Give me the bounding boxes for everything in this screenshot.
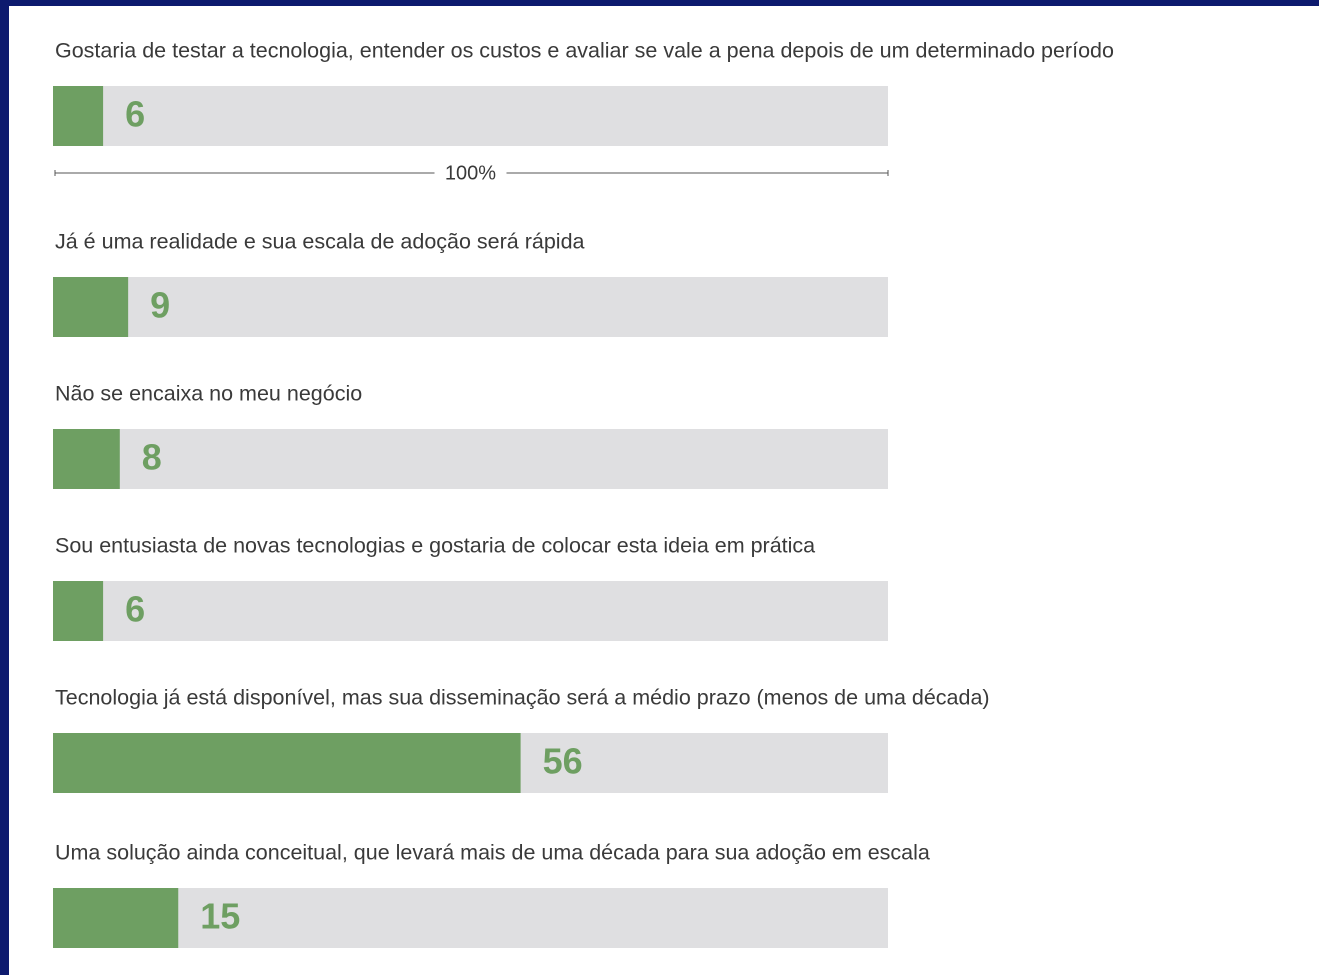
bar-track [53,277,888,337]
value-label: 9 [150,285,170,326]
bar-track [53,86,888,146]
value-label: 8 [142,437,162,478]
bar [53,888,179,948]
panel [9,6,1319,975]
bar-track [53,888,888,948]
category-label: Sou entusiasta de novas tecnologias e go… [55,534,815,558]
bar-track [53,429,888,489]
value-label: 6 [125,589,145,630]
bar-track [53,581,888,641]
bar [53,581,104,641]
bar [53,733,521,793]
bar [53,86,104,146]
category-label: Gostaria de testar a tecnologia, entende… [55,39,1114,63]
category-label: Não se encaixa no meu negócio [55,382,362,406]
category-label: Uma solução ainda conceitual, que levará… [55,841,930,865]
value-label: 6 [125,94,145,135]
value-label: 56 [543,741,583,782]
value-label: 15 [200,896,240,937]
bar [53,277,129,337]
category-label: Tecnologia já está disponível, mas sua d… [55,686,990,710]
bar [53,429,120,489]
scale-label: 100% [445,162,496,184]
category-label: Já é uma realidade e sua escala de adoçã… [55,230,585,254]
